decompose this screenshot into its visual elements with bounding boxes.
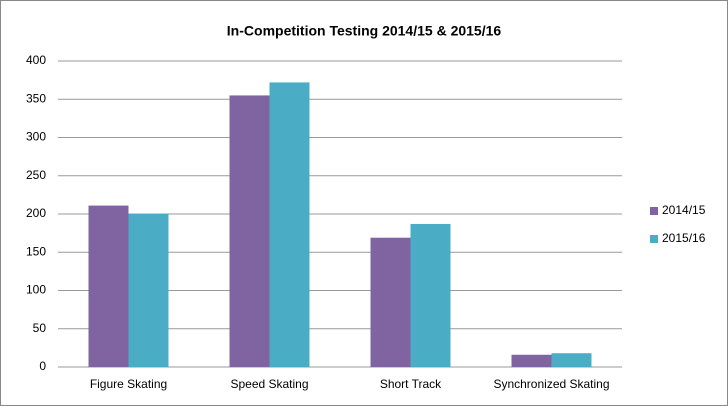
x-tick-label: Speed Skating bbox=[230, 377, 308, 391]
x-tick-label: Short Track bbox=[380, 377, 442, 391]
legend-label: 2014/15 bbox=[662, 203, 706, 217]
legend-label: 2015/16 bbox=[662, 231, 706, 245]
y-tick-label: 100 bbox=[26, 283, 46, 297]
y-tick-label: 300 bbox=[26, 130, 46, 144]
bar bbox=[410, 223, 451, 367]
bar bbox=[370, 237, 411, 367]
y-tick-label: 350 bbox=[26, 91, 46, 105]
legend-swatch bbox=[650, 207, 658, 215]
y-tick-label: 200 bbox=[26, 206, 46, 220]
bar bbox=[88, 205, 129, 367]
y-tick-label: 50 bbox=[33, 321, 47, 335]
y-tick-label: 250 bbox=[26, 168, 46, 182]
bar bbox=[269, 82, 310, 368]
chart-title: In-Competition Testing 2014/15 & 2015/16 bbox=[227, 23, 502, 39]
y-tick-label: 400 bbox=[26, 53, 46, 67]
bar bbox=[551, 353, 592, 367]
y-tick-label: 0 bbox=[39, 359, 46, 373]
bar bbox=[128, 214, 169, 367]
x-tick-label: Figure Skating bbox=[90, 377, 167, 391]
bar bbox=[229, 95, 270, 368]
legend-swatch bbox=[650, 235, 658, 243]
y-tick-label: 150 bbox=[26, 244, 46, 258]
bar bbox=[511, 354, 552, 367]
x-tick-label: Synchronized Skating bbox=[493, 377, 609, 391]
